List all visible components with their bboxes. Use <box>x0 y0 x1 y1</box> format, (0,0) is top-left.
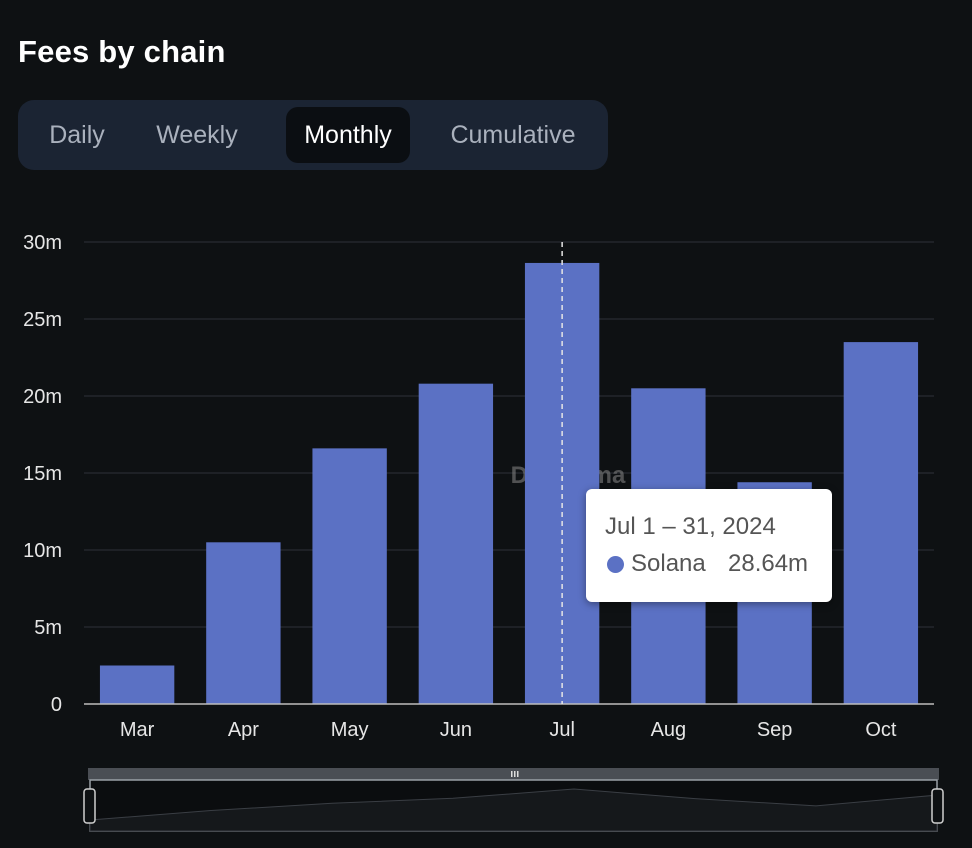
bar-mar[interactable] <box>99 665 175 705</box>
tooltip-series: Solana <box>631 550 706 577</box>
brush-left-handle[interactable] <box>83 788 96 824</box>
tab-cumulative[interactable]: Cumulative <box>450 121 576 149</box>
y-tick-label: 30m <box>23 232 62 254</box>
x-tick-label: Mar <box>120 719 155 741</box>
bar-jul[interactable] <box>524 262 600 704</box>
y-tick-label: 10m <box>23 540 62 562</box>
y-tick-label: 15m <box>23 463 62 485</box>
bar-may[interactable] <box>312 448 387 704</box>
bar-apr[interactable] <box>206 542 281 704</box>
tab-monthly[interactable]: Monthly <box>286 107 410 163</box>
y-tick-label: 0 <box>51 694 62 716</box>
x-tick-label: Apr <box>228 719 259 741</box>
x-tick-label: Jun <box>440 719 472 741</box>
chart-title: Fees by chain <box>18 34 226 69</box>
x-tick-label: May <box>331 719 369 741</box>
tooltip-date: Jul 1 – 31, 2024 <box>605 513 776 540</box>
x-tick-label: Aug <box>651 719 687 741</box>
tab-weekly[interactable]: Weekly <box>156 121 238 149</box>
tooltip-value: 28.64m <box>728 550 809 577</box>
tab-daily[interactable]: Daily <box>49 121 105 149</box>
y-tick-label: 25m <box>23 309 62 331</box>
period-tabs: Daily Weekly Monthly Cumulative <box>18 100 608 170</box>
x-tick-label: Sep <box>757 719 793 741</box>
bar-oct[interactable] <box>843 342 919 704</box>
bar-jun[interactable] <box>418 383 494 704</box>
brush-preview-area <box>89 788 938 832</box>
brush-handle-bar[interactable] <box>88 768 939 780</box>
zoom-brush[interactable] <box>83 768 944 832</box>
tooltip: Jul 1 – 31, 2024 Solana 28.64m <box>586 489 832 602</box>
series-dot-icon <box>607 556 624 573</box>
x-tick-label: Oct <box>865 719 897 741</box>
x-tick-label: Jul <box>549 719 575 741</box>
brush-right-handle[interactable] <box>931 788 944 824</box>
y-tick-label: 20m <box>23 386 62 408</box>
y-tick-label: 5m <box>34 617 62 639</box>
